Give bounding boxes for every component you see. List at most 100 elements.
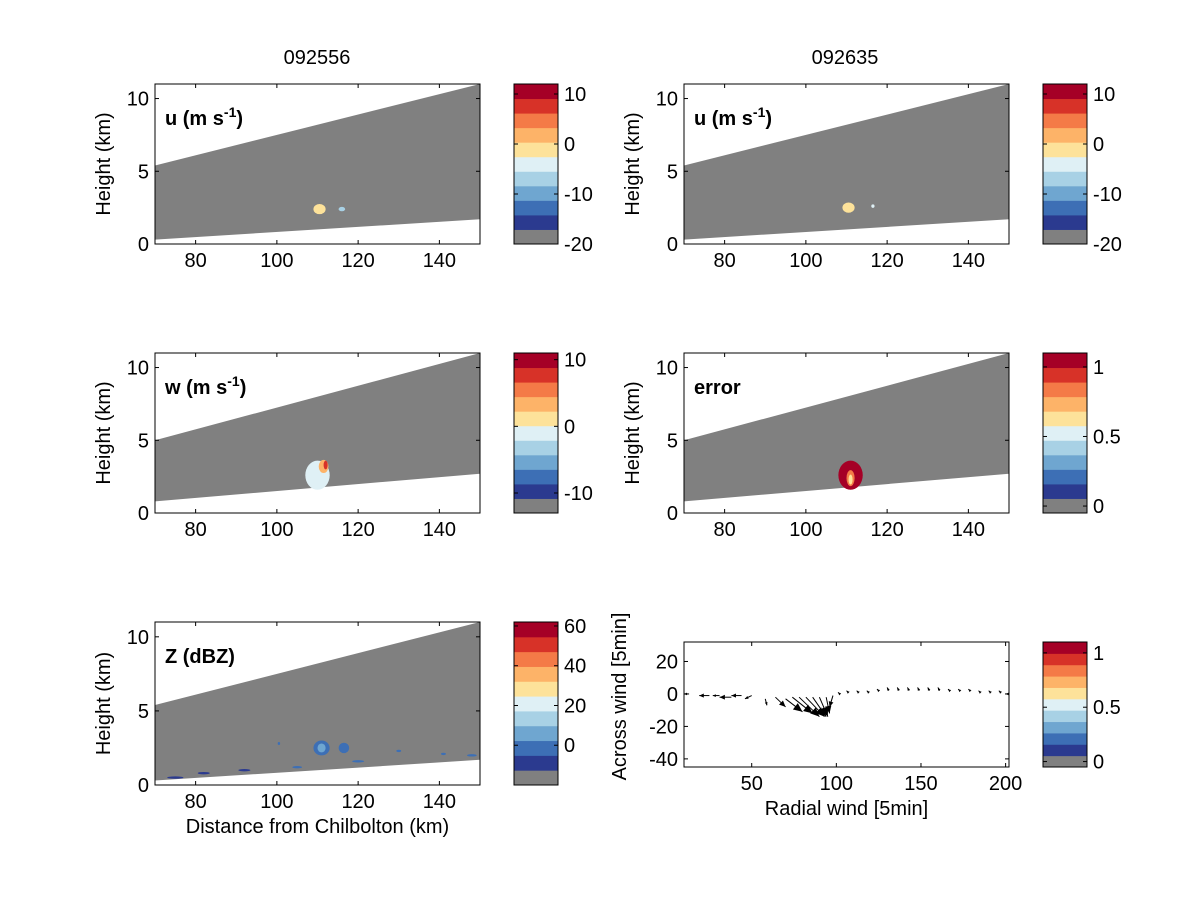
wind-arrow [792,696,813,714]
wind-arrow [917,687,921,691]
plot-frame [683,352,1010,514]
column-title-right: 092635 [812,47,879,69]
plot-frame [683,83,1010,245]
wind-arrow [886,687,890,691]
colorbar-segment [1043,469,1087,485]
wind-arrow-head [937,687,941,691]
beam-wedge [155,84,480,240]
x-tick-label: 50 [741,773,763,795]
panel-label: w (m s-1) [164,373,246,399]
colorbar-tick-label: 0.5 [1093,426,1121,448]
colorbar-tick-label: 1 [1093,643,1104,665]
wind-arrow [856,690,860,694]
colorbar-segment [514,200,558,216]
panel-label-main: w (m s [164,377,227,399]
plot-content [684,84,1009,240]
wind-arrow [957,688,962,693]
colorbar-segment [514,382,558,398]
wind-arrow-head [988,690,992,694]
plot-content [155,353,480,502]
colorbar-segment [1043,113,1087,129]
colorbar-segment [514,710,558,727]
data-feature [842,202,855,213]
wind-arrow [947,688,952,693]
colorbar-segment [514,440,558,456]
colorbar-segment [1043,653,1087,666]
wind-arrow [866,690,870,694]
wind-arrow-head [744,695,749,699]
wind-arrow-head [866,690,870,694]
colorbar-segment [514,622,558,638]
colorbar-segment [514,454,558,470]
colorbar-tick-label: 0.5 [1093,697,1121,719]
data-feature [292,766,303,769]
wind-arrow-head [968,689,972,693]
colorbar-segment [514,353,558,369]
x-tick-label: 100 [260,791,293,813]
column-title-left: 092556 [284,47,351,69]
wind-arrow [937,687,941,691]
wind-arrow-head [978,690,982,694]
colorbar-segment [1043,698,1087,711]
wind-arrow-head [699,693,704,698]
colorbar-segment [1043,353,1087,369]
plot-frame [154,621,481,786]
panel-label-end: ) [765,108,772,130]
colorbar-tick-label: -10 [1093,184,1122,206]
wind-arrow-head [779,700,786,707]
colorbar-segment [1043,710,1087,723]
wind-arrow [744,695,752,700]
wind-arrow [731,693,742,698]
colorbar-segment [514,367,558,383]
colorbar-tick-label: 20 [564,695,586,717]
y-tick-label: 10 [656,89,678,111]
wind-arrow [818,696,829,717]
wind-arrow [837,691,842,696]
wind-arrow [798,696,820,718]
data-feature [197,771,210,775]
x-tick-label: 100 [260,250,293,272]
colorbar-segment [1043,664,1087,677]
colorbar-segment [1043,498,1087,514]
wind-arrow-head [824,705,832,714]
colorbar-tick-label: 10 [564,84,586,106]
data-feature [238,768,251,772]
colorbar: 10 0 -10 -20 [1042,83,1122,256]
y-tick-label: 0 [667,503,678,525]
colorbar-segment [1043,676,1087,688]
colorbar-segment [514,156,558,172]
wind-arrow-head [810,707,820,717]
wind-arrow [846,690,850,694]
colorbar-tick-label: 60 [564,616,586,638]
colorbar-segment [514,469,558,485]
wind-arrow [775,696,786,708]
wind-arrow [699,693,710,698]
colorbar-tick-label: 0 [1093,134,1104,156]
colorbar-segment [1043,84,1087,100]
data-feature [313,204,326,215]
plot-content [155,622,480,781]
colorbar-segment [1043,382,1087,398]
x-tick-label: 80 [714,519,736,541]
colorbar-segment [514,770,558,786]
colorbar-segment [1043,396,1087,412]
x-tick-label: 120 [870,519,903,541]
colorbar-tick-label: 10 [564,350,586,372]
data-feature [441,752,446,756]
panel-label-main: u (m s [165,108,224,130]
panel-label-end: ) [236,108,243,130]
x-tick-label: 120 [341,519,374,541]
wind-arrow-head [792,703,803,712]
colorbar-segment [514,171,558,187]
beam-wedge [684,84,1009,240]
y-tick-label: 0 [667,684,678,706]
x-tick-label: 140 [952,250,985,272]
colorbar-segment [514,425,558,441]
wind-arrow-head [927,687,931,691]
colorbar-tick-label: -20 [564,234,593,256]
colorbar-segment [1043,425,1087,441]
x-tick-label: 140 [423,791,456,813]
plot-content [684,687,1009,718]
colorbar-segment [1043,200,1087,216]
colorbar-segment [514,498,558,514]
